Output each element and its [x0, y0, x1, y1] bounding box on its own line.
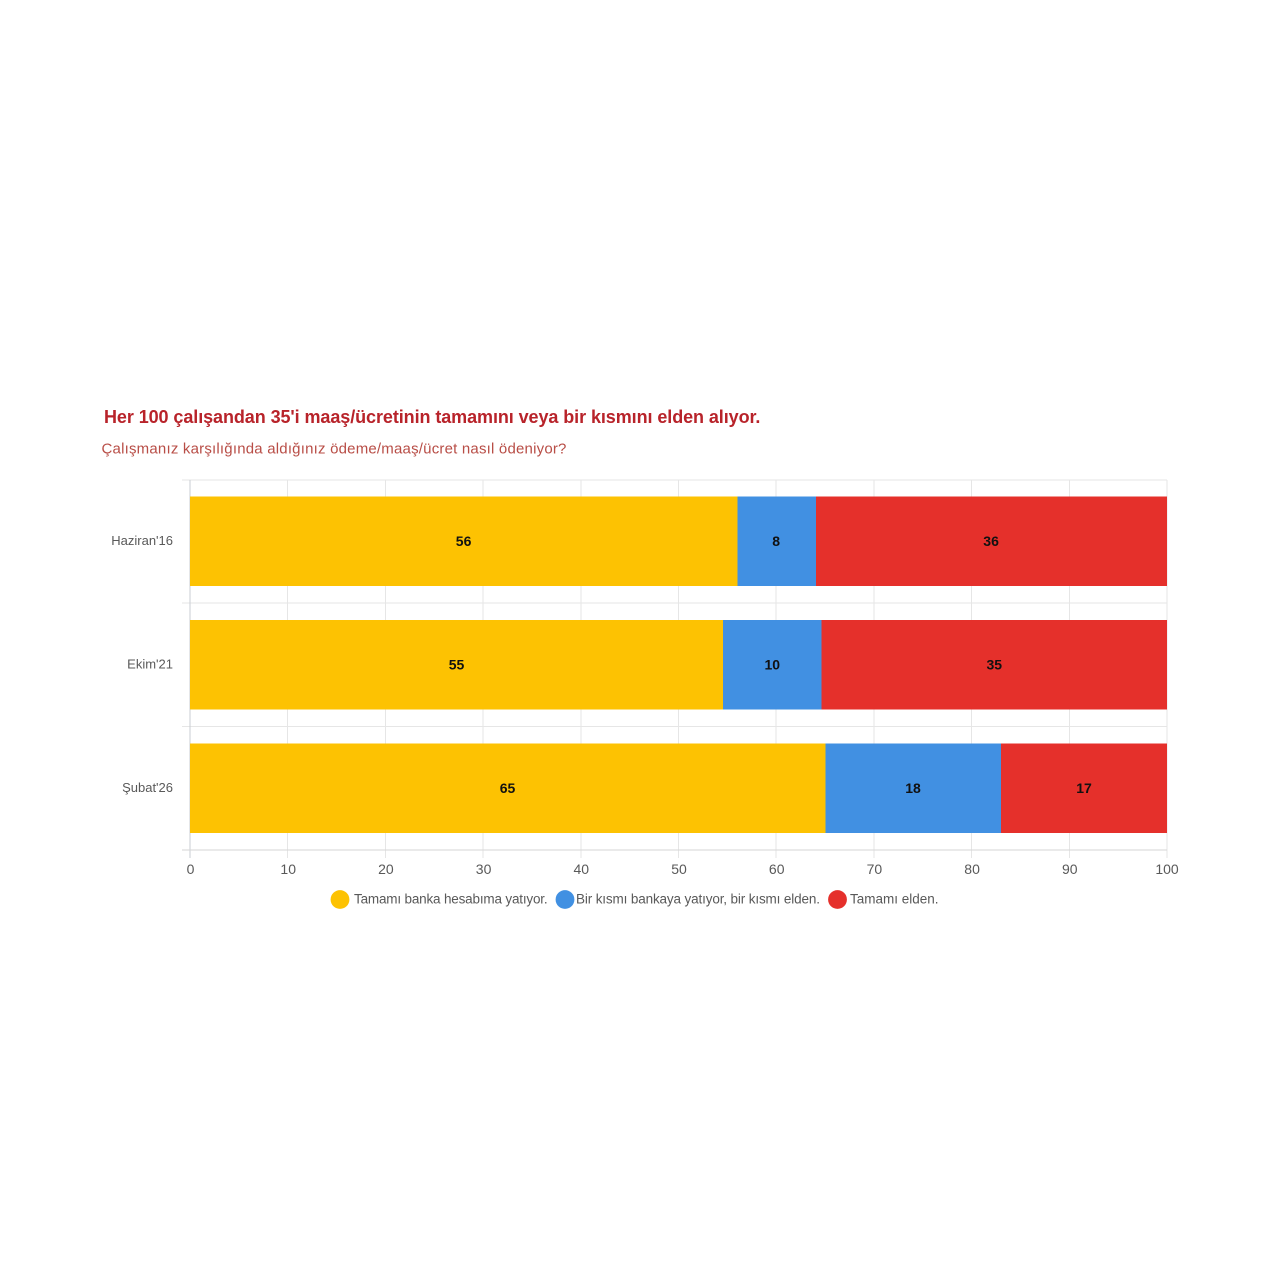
svg-text:20: 20	[378, 861, 394, 877]
svg-text:65: 65	[500, 780, 516, 796]
svg-text:100: 100	[1155, 861, 1179, 877]
svg-text:40: 40	[574, 861, 590, 877]
svg-text:50: 50	[671, 861, 687, 877]
svg-text:10: 10	[280, 861, 296, 877]
svg-text:70: 70	[867, 861, 883, 877]
svg-text:Bir kısmı bankaya yatıyor, bir: Bir kısmı bankaya yatıyor, bir kısmı eld…	[576, 892, 820, 907]
svg-text:Ekim'21: Ekim'21	[127, 657, 173, 672]
svg-text:8: 8	[772, 533, 780, 549]
svg-text:90: 90	[1062, 861, 1078, 877]
svg-text:Şubat'26: Şubat'26	[122, 780, 173, 795]
svg-text:30: 30	[476, 861, 492, 877]
svg-text:56: 56	[456, 533, 472, 549]
svg-text:55: 55	[449, 656, 465, 672]
svg-text:35: 35	[987, 656, 1003, 672]
svg-text:10: 10	[765, 656, 781, 672]
svg-text:17: 17	[1076, 780, 1092, 796]
svg-text:60: 60	[769, 861, 785, 877]
svg-text:Çalışmanız karşılığında aldığı: Çalışmanız karşılığında aldığınız ödeme/…	[102, 441, 567, 458]
svg-text:0: 0	[187, 861, 195, 877]
svg-text:18: 18	[905, 780, 921, 796]
svg-text:Tamamı banka hesabıma yatıyor.: Tamamı banka hesabıma yatıyor.	[354, 892, 547, 907]
svg-text:Her 100 çalışandan 35'i maaş/ü: Her 100 çalışandan 35'i maaş/ücretinin t…	[104, 407, 760, 427]
svg-text:36: 36	[983, 533, 999, 549]
svg-text:Tamamı elden.: Tamamı elden.	[850, 892, 939, 907]
svg-text:Haziran'16: Haziran'16	[111, 533, 173, 548]
svg-text:80: 80	[964, 861, 980, 877]
